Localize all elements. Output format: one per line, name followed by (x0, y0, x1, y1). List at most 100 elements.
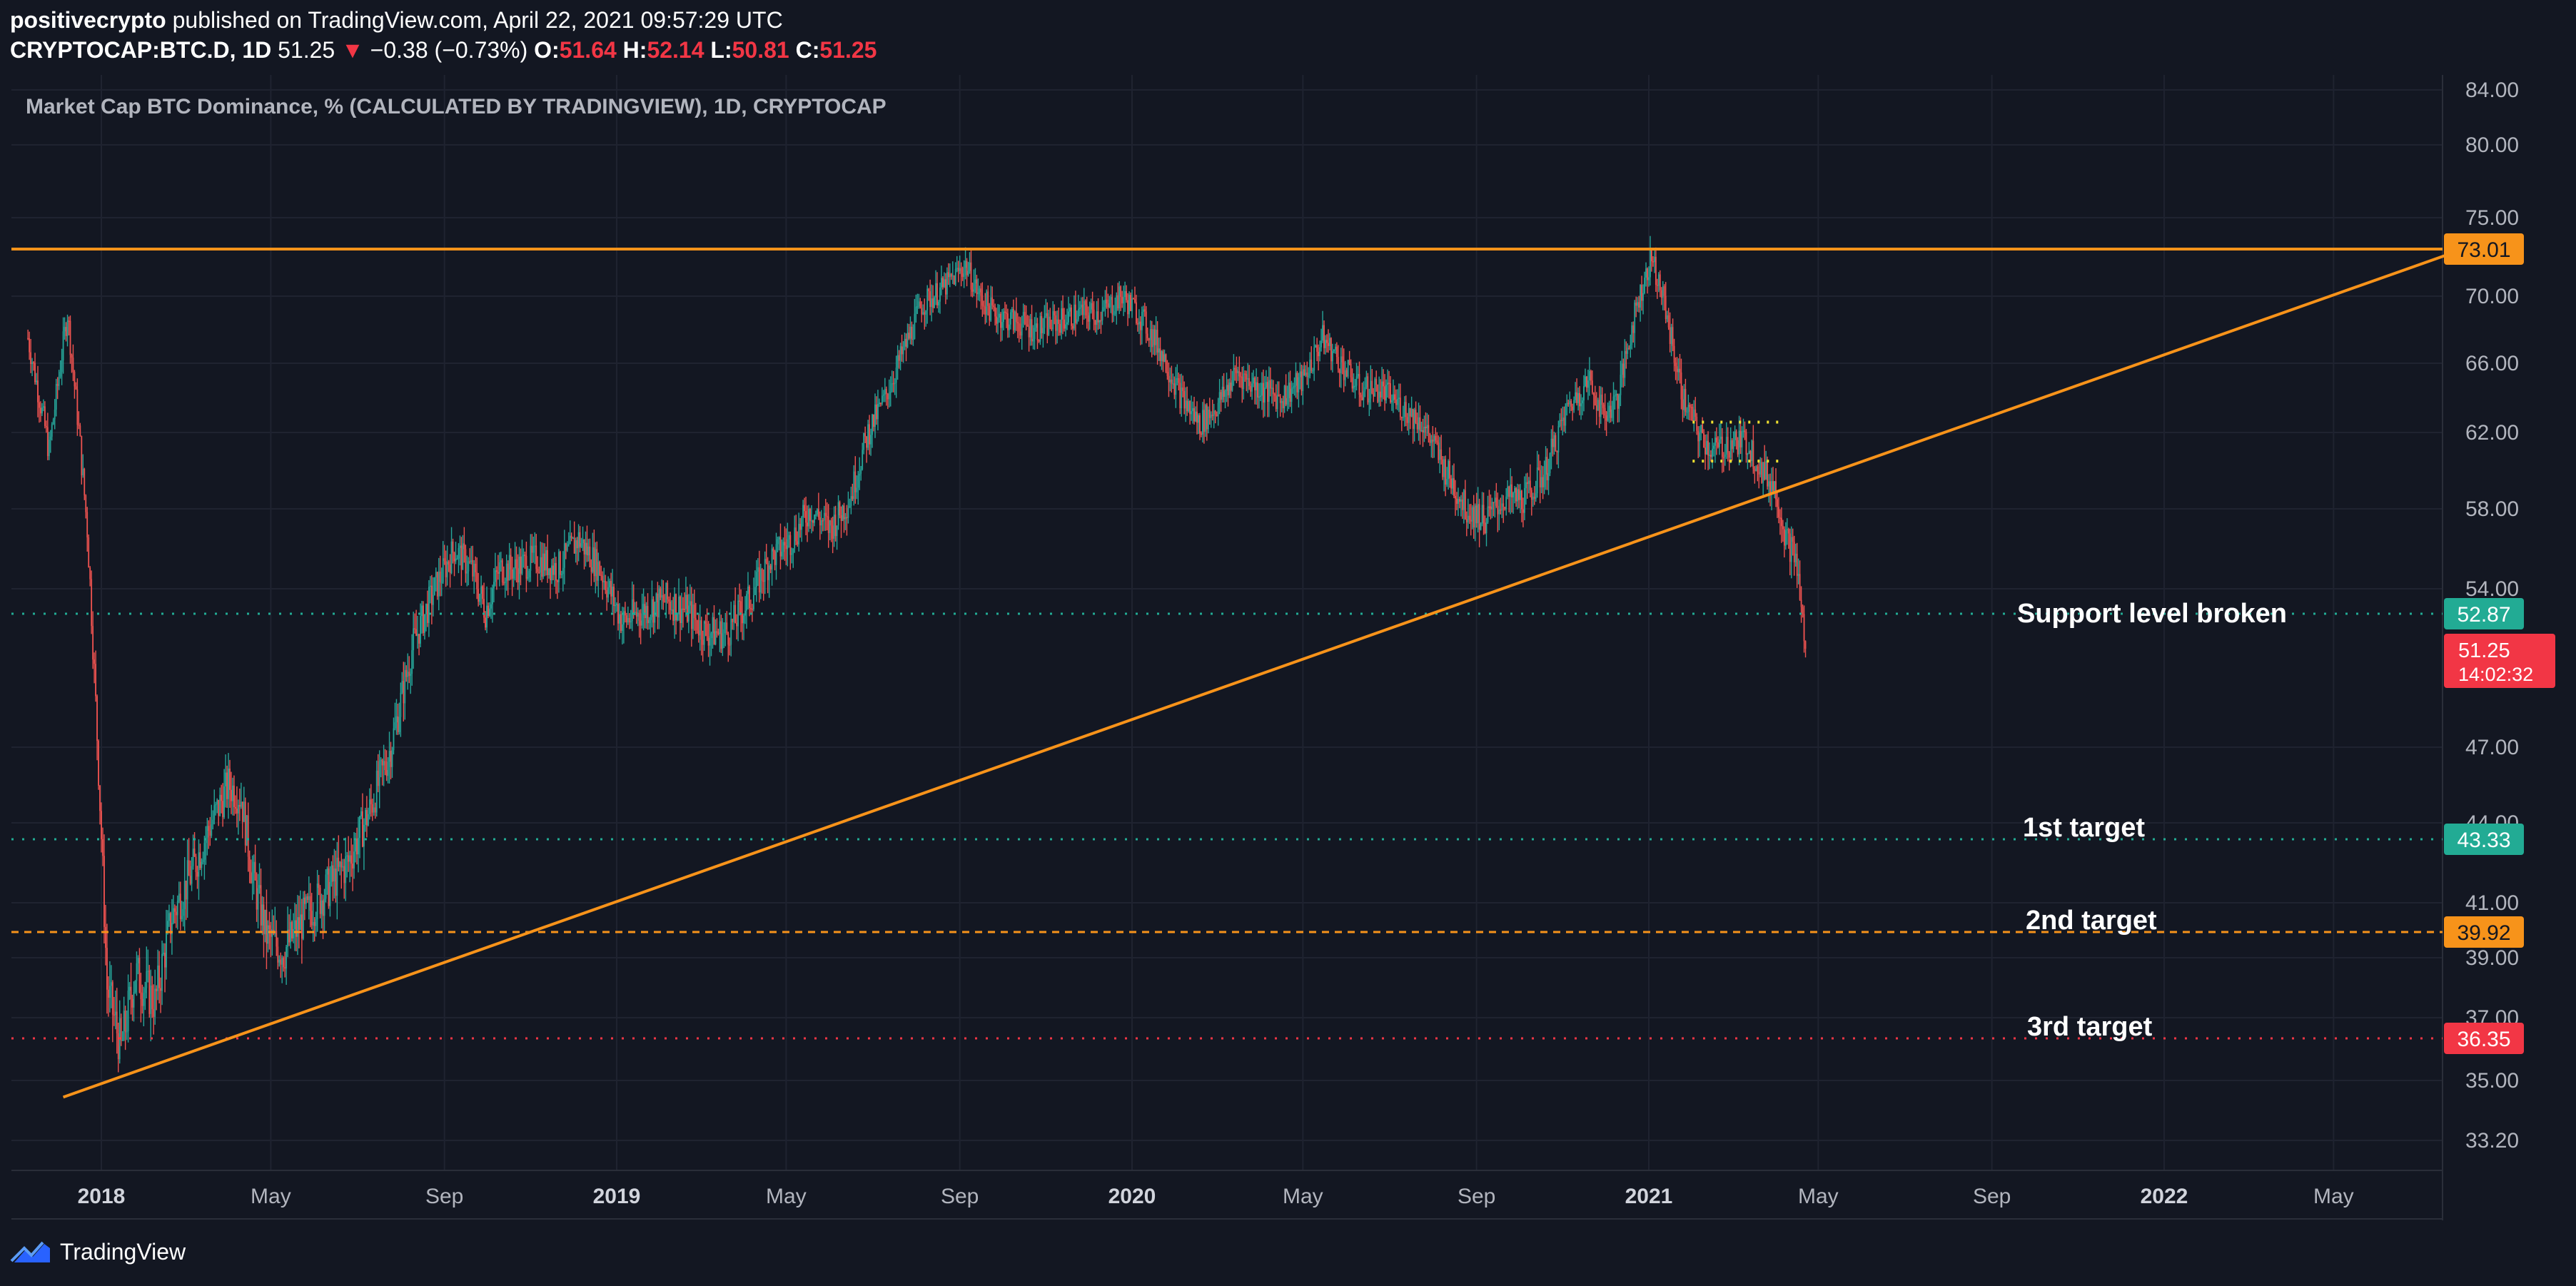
candle (81, 435, 83, 475)
candle (445, 561, 447, 577)
candle (1022, 312, 1024, 324)
candle (300, 914, 303, 939)
candle (634, 612, 636, 613)
candle (1234, 368, 1236, 370)
candle (693, 604, 695, 619)
candle (138, 958, 141, 993)
price-badge (2444, 916, 2524, 948)
candle (566, 545, 568, 551)
candle (1755, 466, 1757, 472)
candle (1313, 348, 1315, 370)
candle (438, 571, 440, 597)
candle (1508, 486, 1510, 497)
candle (1690, 407, 1692, 408)
candle (1429, 433, 1431, 443)
candle (206, 826, 208, 838)
candle (49, 436, 51, 440)
candle (134, 981, 136, 993)
candle (1778, 507, 1779, 518)
candle (1258, 396, 1260, 398)
tradingview-logo[interactable]: TradingView (10, 1239, 186, 1265)
candle (1213, 410, 1215, 417)
candle (1318, 351, 1320, 357)
candle (973, 283, 975, 292)
candle (435, 572, 437, 578)
candle (61, 360, 63, 373)
candle (1223, 386, 1225, 398)
candle (1273, 394, 1276, 396)
candle (66, 320, 69, 336)
candle (616, 604, 617, 605)
candle (593, 547, 595, 577)
candle (517, 568, 519, 583)
candle (1106, 299, 1108, 304)
candle (1141, 312, 1143, 330)
symbol-label[interactable]: CRYPTOCAP:BTC.D, 1D (10, 37, 272, 63)
candle (1104, 299, 1106, 308)
publisher-name[interactable]: positivecrypto (10, 7, 166, 33)
candle (75, 386, 77, 390)
candle (1608, 405, 1610, 412)
candle (627, 618, 629, 623)
candle (1630, 345, 1632, 349)
candle (1713, 445, 1714, 449)
candle (1316, 345, 1318, 352)
candle (1038, 340, 1040, 342)
price-chart[interactable]: Market Cap BTC Dominance, % (CALCULATED … (0, 0, 2576, 1220)
high-value: 52.14 (647, 37, 704, 63)
candle (704, 621, 707, 624)
candle (521, 556, 523, 574)
candle (733, 604, 735, 622)
candle (1737, 440, 1739, 455)
candle (1032, 339, 1034, 342)
candle (1256, 382, 1257, 390)
candle (332, 865, 334, 882)
candle (565, 543, 567, 551)
last-price-text: 51.25 (2458, 639, 2510, 662)
candle (970, 262, 972, 290)
candle (752, 594, 754, 609)
candle (1128, 295, 1130, 315)
candle (400, 692, 402, 717)
candle (1570, 400, 1572, 407)
candle (1185, 400, 1187, 409)
candle (116, 1011, 118, 1033)
candle (188, 860, 190, 876)
candle (1121, 296, 1123, 304)
candle (1464, 490, 1466, 520)
candle (1440, 449, 1443, 460)
candle (65, 327, 67, 336)
candle (225, 772, 226, 786)
candle (1114, 311, 1116, 314)
candle (694, 618, 697, 620)
candle (811, 520, 812, 522)
candle (557, 580, 558, 582)
candle (603, 580, 605, 582)
candle (1257, 382, 1258, 398)
candle (391, 750, 393, 767)
candle (362, 811, 363, 847)
candle (218, 799, 220, 816)
candle (365, 809, 368, 826)
candle (1101, 310, 1103, 320)
candle (195, 856, 197, 872)
candle (934, 297, 935, 308)
candle (1694, 409, 1697, 417)
candle (1124, 290, 1126, 298)
candle (1762, 462, 1764, 483)
candle (1656, 285, 1658, 286)
candle (514, 559, 516, 569)
candle (378, 761, 380, 786)
candle (1729, 440, 1732, 458)
candle (664, 601, 666, 603)
candle (71, 355, 73, 358)
candle (1572, 406, 1574, 410)
candle (1460, 499, 1462, 502)
candle (1600, 394, 1602, 417)
candle (530, 545, 532, 571)
price-tick-label: 58.00 (2465, 497, 2519, 521)
candle (1220, 392, 1222, 400)
candle (622, 624, 623, 631)
candle (862, 450, 864, 470)
candle (105, 926, 106, 948)
